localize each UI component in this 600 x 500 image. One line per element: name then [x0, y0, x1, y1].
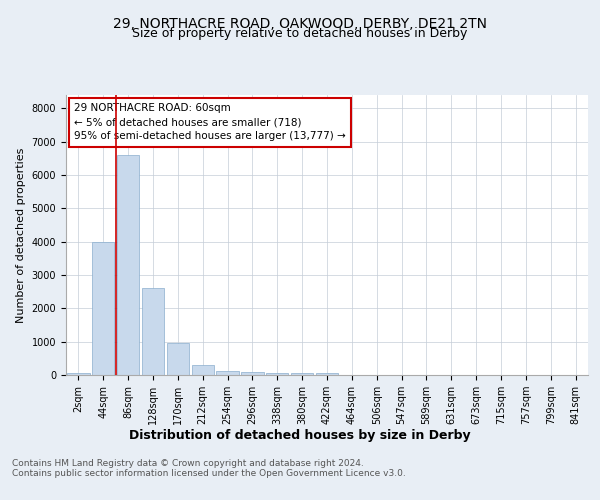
Text: Size of property relative to detached houses in Derby: Size of property relative to detached ho…	[133, 28, 467, 40]
Text: Distribution of detached houses by size in Derby: Distribution of detached houses by size …	[129, 428, 471, 442]
Bar	[316, 373, 338, 375]
Bar	[266, 374, 289, 375]
Bar	[217, 371, 239, 375]
Bar	[92, 242, 115, 375]
Text: 29, NORTHACRE ROAD, OAKWOOD, DERBY, DE21 2TN: 29, NORTHACRE ROAD, OAKWOOD, DERBY, DE21…	[113, 18, 487, 32]
Bar	[241, 372, 263, 375]
Y-axis label: Number of detached properties: Number of detached properties	[16, 148, 26, 322]
Bar	[167, 344, 189, 375]
Text: Contains HM Land Registry data © Crown copyright and database right 2024.: Contains HM Land Registry data © Crown c…	[12, 460, 364, 468]
Text: 29 NORTHACRE ROAD: 60sqm
← 5% of detached houses are smaller (718)
95% of semi-d: 29 NORTHACRE ROAD: 60sqm ← 5% of detache…	[74, 104, 346, 142]
Bar	[117, 155, 139, 375]
Text: Contains public sector information licensed under the Open Government Licence v3: Contains public sector information licen…	[12, 470, 406, 478]
Bar	[291, 372, 313, 375]
Bar	[67, 373, 89, 375]
Bar	[142, 288, 164, 375]
Bar	[191, 365, 214, 375]
